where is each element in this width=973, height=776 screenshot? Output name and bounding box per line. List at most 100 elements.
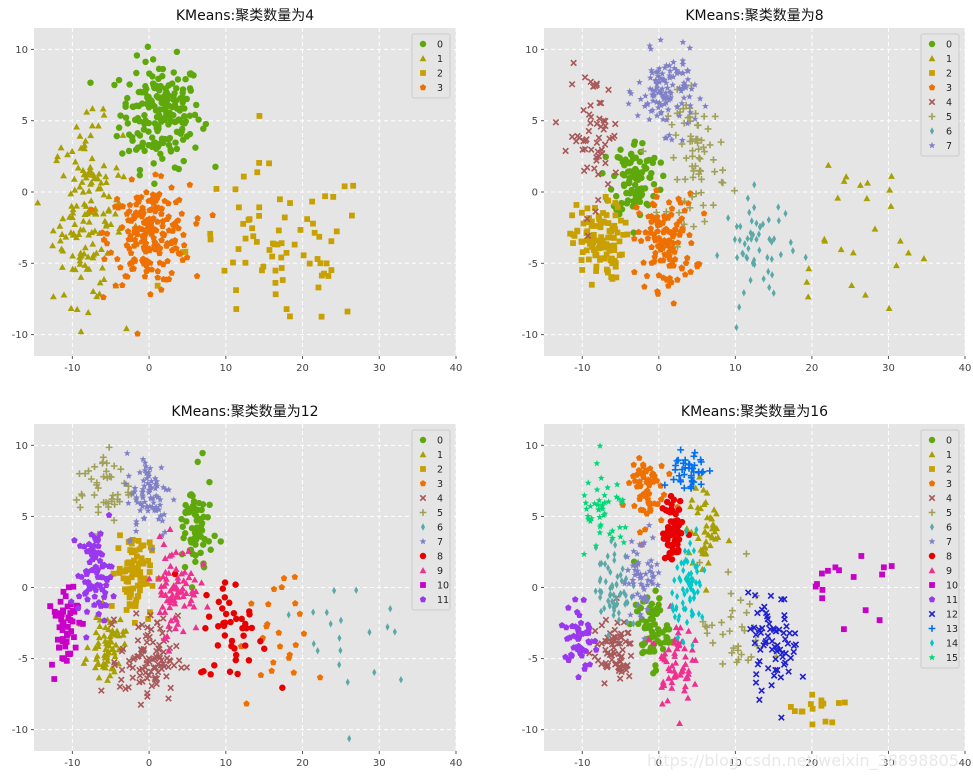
scatter-point-cluster-0: [195, 116, 202, 123]
scatter-point-cluster-0: [124, 94, 131, 102]
scatter-point-cluster-9: [670, 673, 678, 680]
scatter-point-cluster-6: [732, 235, 737, 244]
scatter-point-cluster-7: [679, 84, 687, 92]
scatter-point-cluster-0: [652, 667, 660, 674]
scatter-point-cluster-2: [122, 568, 129, 575]
scatter-point-cluster-2: [149, 582, 156, 589]
points-layer: [47, 443, 404, 743]
scatter-point-cluster-2: [605, 220, 612, 227]
scatter-point-cluster-14: [672, 613, 677, 621]
scatter-point-cluster-3: [160, 275, 167, 283]
scatter-point-cluster-3: [168, 269, 175, 276]
scatter-point-cluster-14: [672, 576, 677, 584]
scatter-point-cluster-7: [646, 567, 654, 574]
scatter-point-cluster-3: [646, 499, 653, 506]
scatter-point-cluster-1: [711, 528, 719, 535]
scatter-point-cluster-4: [158, 657, 165, 664]
scatter-point-cluster-1: [694, 509, 702, 516]
scatter-point-cluster-3: [172, 198, 180, 205]
scatter-point-cluster-11: [97, 530, 104, 537]
scatter-point-cluster-9: [165, 647, 173, 654]
scatter-point-cluster-11: [92, 586, 99, 593]
scatter-point-cluster-4: [611, 626, 619, 634]
legend-marker: [928, 567, 936, 574]
scatter-point-cluster-15: [582, 499, 590, 506]
scatter-point-cluster-7: [132, 520, 140, 528]
scatter-point-cluster-7: [156, 501, 164, 508]
scatter-point-cluster-0: [178, 125, 186, 133]
scatter-point-cluster-0: [136, 117, 143, 125]
scatter-point-cluster-1: [60, 172, 67, 179]
scatter-point-cluster-3: [665, 199, 673, 206]
scatter-point-cluster-6: [354, 586, 359, 594]
scatter-point-cluster-0: [173, 105, 181, 112]
scatter-point-cluster-2: [310, 220, 316, 227]
scatter-point-cluster-15: [594, 501, 602, 508]
scatter-point-cluster-4: [616, 675, 624, 682]
scatter-point-cluster-0: [612, 192, 620, 200]
scatter-point-cluster-12: [756, 696, 763, 704]
scatter-point-cluster-1: [712, 510, 720, 517]
scatter-point-cluster-8: [221, 579, 229, 586]
scatter-point-cluster-3: [643, 478, 650, 485]
scatter-point-cluster-8: [215, 598, 223, 606]
scatter-point-cluster-2: [137, 587, 143, 594]
scatter-point-cluster-1: [77, 144, 85, 151]
scatter-point-cluster-0: [145, 128, 152, 135]
scatter-point-cluster-3: [670, 300, 677, 307]
scatter-point-cluster-5: [688, 193, 696, 201]
scatter-point-cluster-9: [676, 719, 684, 727]
scatter-point-cluster-3: [164, 257, 171, 264]
scatter-point-cluster-0: [159, 72, 166, 80]
scatter-point-cluster-3: [150, 234, 157, 241]
scatter-point-cluster-3: [657, 257, 664, 264]
scatter-point-cluster-5: [711, 113, 719, 120]
x-tick-label: 0: [656, 363, 662, 374]
scatter-point-cluster-3: [140, 237, 148, 244]
scatter-point-cluster-15: [599, 501, 606, 508]
scatter-point-cluster-13: [691, 449, 699, 457]
scatter-point-cluster-14: [695, 567, 700, 576]
scatter-point-cluster-11: [68, 598, 75, 605]
scatter-point-cluster-10: [880, 564, 887, 571]
scatter-point-cluster-7: [655, 569, 662, 576]
scatter-point-cluster-3: [275, 629, 282, 636]
scatter-point-cluster-7: [139, 455, 147, 463]
scatter-point-cluster-7: [630, 580, 637, 587]
scatter-point-cluster-0: [142, 82, 149, 90]
scatter-point-cluster-15: [609, 534, 616, 542]
chart-title: KMeans:聚类数量为16: [681, 404, 828, 420]
scatter-point-cluster-1: [67, 304, 75, 312]
scatter-point-cluster-4: [143, 675, 151, 682]
x-tick-label: 10: [729, 758, 742, 769]
scatter-point-cluster-10: [69, 618, 76, 625]
scatter-point-cluster-9: [187, 569, 195, 576]
scatter-point-cluster-4: [625, 629, 632, 636]
scatter-point-cluster-7: [634, 112, 642, 119]
scatter-point-cluster-11: [586, 661, 594, 668]
scatter-point-cluster-6: [754, 235, 759, 244]
scatter-point-cluster-1: [706, 541, 714, 549]
scatter-point-cluster-1: [702, 498, 710, 505]
legend-label: 12: [946, 610, 958, 621]
scatter-point-cluster-5: [730, 644, 737, 652]
scatter-point-cluster-7: [146, 464, 154, 472]
scatter-point-cluster-5: [673, 176, 681, 183]
scatter-point-cluster-5: [724, 568, 732, 576]
scatter-point-cluster-1: [710, 506, 718, 513]
scatter-point-cluster-11: [572, 596, 579, 603]
scatter-point-cluster-6: [605, 552, 610, 560]
legend-label: 11: [946, 595, 958, 606]
scatter-point-cluster-2: [596, 216, 603, 223]
legend-marker: [929, 127, 935, 135]
scatter-point-cluster-3: [88, 206, 95, 213]
scatter-point-cluster-1: [100, 191, 108, 198]
scatter-point-cluster-9: [172, 548, 180, 555]
legend-label: 10: [437, 581, 449, 592]
scatter-point-cluster-6: [610, 583, 615, 591]
scatter-point-cluster-13: [685, 460, 693, 468]
scatter-point-cluster-0: [640, 648, 648, 656]
scatter-point-cluster-12: [755, 626, 763, 633]
scatter-point-cluster-13: [697, 456, 705, 464]
scatter-point-cluster-9: [685, 667, 693, 674]
